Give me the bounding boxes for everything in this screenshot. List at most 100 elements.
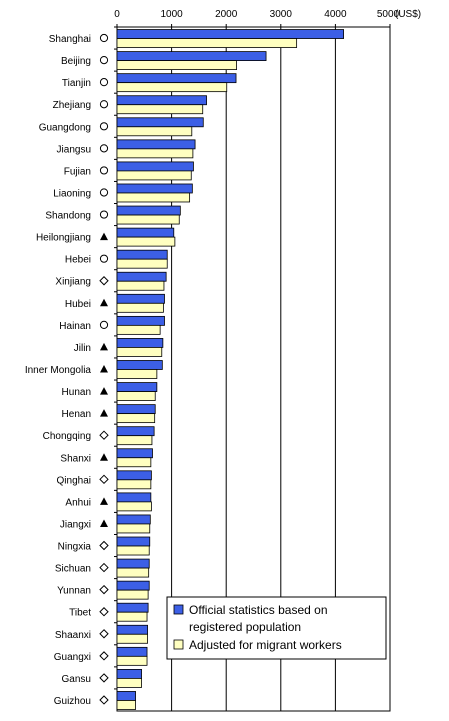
bar-adjusted: [116, 258, 168, 269]
diamond-marker: [99, 540, 109, 551]
circle-marker: [99, 254, 109, 263]
category-label: Fujian: [64, 166, 91, 177]
bar-official: [116, 558, 150, 569]
category-label: Hunan: [62, 387, 91, 398]
bar-adjusted: [116, 457, 152, 468]
bar-official: [116, 293, 165, 304]
triangle-marker: [100, 409, 108, 417]
bar-adjusted: [116, 435, 153, 446]
bar-adjusted: [116, 413, 156, 424]
category-label: Liaoning: [53, 188, 91, 199]
circle-marker: [99, 100, 109, 109]
bar-official: [116, 117, 204, 128]
legend-swatch-official: [173, 604, 184, 615]
triangle-marker: [100, 232, 108, 241]
category-label: Beijing: [61, 56, 91, 67]
triangle-marker: [100, 497, 108, 505]
bar-official: [116, 205, 181, 216]
category-label: Ningxia: [58, 542, 92, 553]
category-label: Zhejiang: [53, 100, 91, 111]
x-tick-label: 2000: [215, 9, 238, 20]
bar-official: [116, 602, 149, 613]
unit-label: (US$): [395, 9, 421, 20]
bar-official: [116, 382, 158, 392]
diamond-marker: [99, 584, 109, 595]
circle-marker: [99, 188, 109, 197]
bar-official: [116, 646, 148, 657]
circle-marker: [99, 55, 109, 65]
triangle-marker: [100, 519, 108, 527]
bar-official: [116, 95, 207, 106]
bar-adjusted: [116, 324, 161, 335]
bar-adjusted: [116, 589, 149, 600]
diamond-marker: [99, 430, 109, 440]
bar-adjusted: [116, 501, 152, 512]
bar-official: [116, 51, 267, 61]
bar-adjusted: [116, 545, 150, 556]
bar-adjusted: [116, 126, 193, 137]
x-tick-label: 4000: [324, 9, 347, 20]
bar-adjusted: [116, 479, 152, 490]
circle-marker: [99, 78, 109, 87]
diamond-marker: [99, 695, 109, 705]
category-label: Jiangxi: [60, 519, 91, 530]
category-label: Guizhou: [54, 696, 91, 707]
triangle-marker: [100, 298, 108, 307]
diamond-marker: [99, 651, 109, 661]
triangle-marker: [100, 365, 108, 373]
diamond-marker: [99, 607, 109, 617]
category-label: Hainan: [59, 321, 91, 332]
legend-label-adjusted: Adjusted for migrant workers: [189, 638, 342, 652]
bar-adjusted: [116, 567, 150, 578]
category-label: Tianjin: [62, 78, 91, 89]
diamond-marker: [99, 629, 109, 639]
bar-adjusted: [116, 192, 191, 203]
category-label: Hebei: [65, 255, 91, 266]
bar-adjusted: [116, 236, 176, 247]
bar-adjusted: [116, 611, 148, 622]
bar-official: [116, 514, 151, 525]
bar-adjusted: [116, 369, 158, 379]
category-label: Shaanxi: [55, 630, 91, 641]
circle-marker: [99, 33, 109, 43]
bar-official: [116, 669, 142, 679]
triangle-marker: [100, 453, 108, 461]
bar-official: [116, 492, 152, 503]
triangle-marker: [100, 387, 108, 395]
x-tick-label: 5000: [377, 9, 400, 20]
bar-official: [116, 448, 153, 459]
bar-official: [116, 315, 165, 326]
circle-marker: [99, 166, 109, 175]
bar-official: [116, 73, 237, 84]
circle-marker: [99, 122, 109, 131]
category-label: Gansu: [62, 674, 91, 685]
bar-adjusted: [116, 302, 164, 313]
legend-label-official-line2: registered population: [189, 620, 301, 634]
bar-official: [116, 691, 136, 701]
bar-adjusted: [116, 678, 142, 688]
category-label: Chongqing: [43, 431, 91, 442]
category-label: Sichuan: [55, 564, 91, 575]
category-label: Shanxi: [60, 453, 91, 464]
bar-official: [116, 29, 344, 39]
diamond-marker: [99, 276, 109, 286]
category-label: Tibet: [69, 608, 91, 619]
bar-official: [116, 624, 148, 635]
circle-marker: [99, 144, 109, 153]
bar-official: [116, 183, 193, 194]
category-label: Guangdong: [39, 122, 91, 133]
category-label: Yunnan: [57, 586, 91, 597]
bar-official: [116, 227, 175, 238]
bar-official: [116, 536, 151, 547]
category-label: Xinjiang: [55, 277, 91, 288]
bar-official: [116, 580, 150, 591]
legend-swatch-adjusted: [173, 639, 184, 650]
bar-adjusted: [116, 170, 192, 181]
category-label: Shanghai: [49, 34, 91, 45]
category-label: Heilongjiang: [36, 233, 91, 244]
bar-official: [116, 404, 156, 415]
category-label: Anhui: [65, 497, 91, 508]
bar-official: [116, 470, 152, 481]
bar-adjusted: [116, 148, 194, 159]
